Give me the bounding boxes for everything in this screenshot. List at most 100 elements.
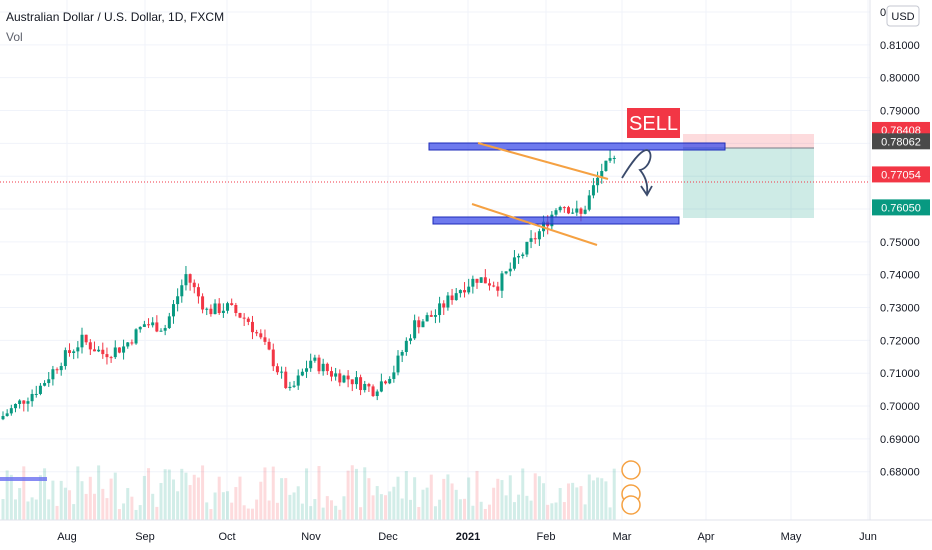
volume-bar	[63, 487, 67, 520]
volume-bar	[267, 500, 271, 520]
candle-body	[496, 286, 500, 291]
volume-bar	[43, 468, 47, 520]
currency-button[interactable]	[886, 5, 920, 27]
candle-body	[608, 158, 612, 161]
candle-body	[130, 342, 134, 344]
volume-bar	[80, 481, 84, 520]
volume-bar	[250, 508, 254, 520]
candle-body	[18, 400, 22, 404]
candle-body	[163, 328, 167, 331]
candle-body	[38, 385, 42, 394]
sell-badge[interactable]	[627, 108, 680, 138]
price-label-badge	[872, 199, 930, 216]
volume-bar	[433, 506, 437, 520]
candle-body	[105, 354, 109, 358]
volume-label: Vol	[6, 30, 23, 44]
resistance-zone[interactable]	[428, 142, 726, 151]
volume-bar	[167, 469, 171, 520]
volume-bar	[587, 474, 591, 520]
candle-body	[1, 416, 5, 420]
price-tick: 0.69000	[880, 434, 920, 446]
volume-bar	[454, 489, 458, 520]
candle-body	[396, 355, 400, 373]
volume-bar	[354, 468, 358, 520]
candle-body	[525, 241, 529, 255]
candle-body	[34, 393, 38, 395]
volume-bar	[400, 498, 404, 520]
candle-body	[188, 274, 192, 283]
event-icons[interactable]	[621, 460, 641, 515]
candle-body	[342, 375, 346, 383]
volume-bar	[525, 495, 529, 520]
price-tick: 0.68000	[880, 467, 920, 479]
left-zone-fragment[interactable]	[0, 477, 47, 481]
candle-body	[429, 315, 433, 317]
time-axis[interactable]: Aug Sep Oct Nov Dec 2021 Feb Mar Apr May Jun	[57, 531, 877, 543]
channel-lower-line[interactable]	[471, 203, 598, 246]
candle-body	[155, 322, 159, 332]
volume-bar	[612, 468, 616, 520]
volume-bar	[417, 506, 421, 520]
candle-body	[280, 371, 284, 373]
volume-bar	[463, 498, 467, 520]
candle-body	[392, 372, 396, 379]
volume-bar	[342, 496, 346, 520]
candle-body	[487, 283, 491, 286]
volume-bar	[126, 488, 130, 520]
candle-body	[97, 349, 101, 352]
volume-bar	[425, 487, 429, 520]
candle-body	[375, 391, 379, 397]
channel-upper-line[interactable]	[477, 142, 609, 180]
candle-body	[425, 315, 429, 322]
volume-bar	[529, 500, 533, 520]
candle-body	[371, 386, 375, 397]
price-axis[interactable]: 0.68000 0.69000 0.70000 0.71000 0.72000 0.730…	[880, 7, 920, 479]
candle-body	[591, 185, 595, 196]
candle-body	[300, 371, 304, 376]
candle-body	[433, 315, 437, 317]
volume-bar	[371, 495, 375, 520]
candle-body	[463, 290, 467, 293]
volume-bar	[230, 502, 234, 520]
volume-bar	[508, 475, 512, 520]
volume-bar	[34, 499, 38, 520]
candle-body	[296, 375, 300, 386]
candle-body	[313, 357, 317, 361]
candle-body	[512, 257, 516, 269]
candle-body	[483, 277, 487, 284]
candle-body	[404, 340, 408, 353]
time-tick: Dec	[378, 531, 398, 543]
volume-bar	[363, 467, 367, 520]
take-profit-zone[interactable]	[683, 148, 814, 218]
candle-body	[475, 278, 479, 283]
volume-bar	[288, 494, 292, 520]
candle-body	[467, 286, 471, 293]
volume-bar	[30, 497, 34, 520]
volume-bar	[492, 487, 496, 520]
volume-bar	[246, 508, 250, 520]
time-tick: Feb	[537, 531, 556, 543]
volume-bar	[496, 478, 500, 520]
volume-bar	[76, 466, 80, 520]
price-label-badge	[872, 133, 930, 150]
volume-bar	[429, 474, 433, 520]
candle-body	[417, 320, 421, 328]
volume-bar	[255, 499, 259, 520]
time-tick: Jun	[859, 531, 877, 543]
volume-bar	[171, 479, 175, 520]
volume-bar	[47, 499, 51, 520]
volume-bar	[446, 474, 450, 520]
candle-body	[122, 346, 126, 353]
support-zone[interactable]	[432, 216, 680, 225]
candle-body	[321, 363, 325, 372]
volume-bar	[217, 476, 221, 520]
volume-bar	[105, 498, 109, 520]
candle-body	[205, 308, 209, 310]
volume-bar	[5, 470, 9, 520]
candle-body	[517, 255, 521, 258]
volume-bar	[55, 505, 59, 520]
volume-bar	[396, 476, 400, 520]
down-arrow-drawing[interactable]	[621, 149, 652, 194]
candle-body	[338, 373, 342, 383]
